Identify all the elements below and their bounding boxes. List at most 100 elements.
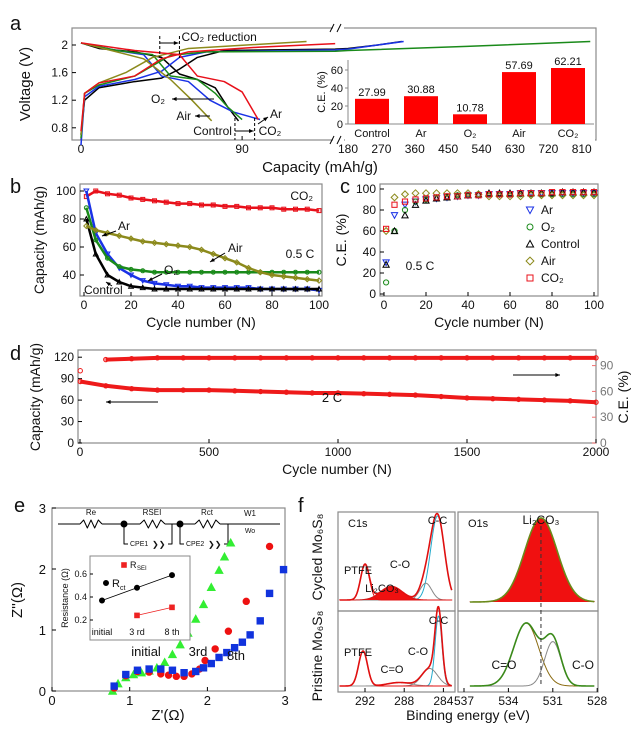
capacity-point-control <box>198 285 205 292</box>
ce-point <box>128 356 135 362</box>
panel-d-plot-frame <box>77 349 597 444</box>
x-axis-label: Z'(Ω) <box>151 707 184 724</box>
capacity-point-air <box>256 268 264 276</box>
bar-o2 <box>453 114 487 124</box>
capacity-point-co2 <box>257 205 263 211</box>
nyquist-point-initial <box>226 537 236 547</box>
ce-point <box>77 368 83 374</box>
axis-break-mark <box>329 135 335 145</box>
capacity-point-control <box>151 285 158 292</box>
x-tick-label: 531 <box>543 694 563 708</box>
capacity-point-air <box>115 232 123 240</box>
capacity-point <box>154 387 161 393</box>
ce-point-co2 <box>391 201 398 208</box>
ce-point <box>103 356 109 363</box>
discharge-curve-air <box>80 42 213 122</box>
nyquist-point-8th <box>230 643 239 652</box>
ce-point-ar <box>390 212 399 220</box>
capacity-point-air <box>268 271 276 279</box>
arrow-to-left-axis-head <box>106 400 111 404</box>
cpe1-bg <box>128 538 168 549</box>
capacity-point-o2 <box>105 255 110 261</box>
legend-label-control: Control <box>541 237 580 251</box>
annotation-arrow-ar-head <box>263 117 268 122</box>
inset-y-tick-label: 20 <box>331 101 343 113</box>
capacity-point-control <box>304 285 311 292</box>
y-axis-label: C.E. (%) <box>333 214 349 267</box>
x-tick-label: 20 <box>124 298 138 312</box>
nyquist-point-8th <box>192 667 200 676</box>
y-tick-label: 60 <box>63 240 77 254</box>
inset-x-tick-label: initial <box>92 627 113 637</box>
x-tick-label: 60 <box>503 298 517 312</box>
capacity-point-o2 <box>175 269 181 275</box>
capacity-point-control <box>83 215 90 222</box>
y-tick-label-left: 60 <box>61 393 75 407</box>
ce-point-co2 <box>475 192 482 199</box>
capacity-point-co2 <box>152 198 157 204</box>
panel-label-a: a <box>10 13 22 35</box>
inset-y-axis-label: Resistance (Ω) <box>60 568 70 628</box>
nyquist-point-8th <box>110 682 118 690</box>
y-tick-label-left: 120 <box>54 350 74 364</box>
inset-frame <box>89 555 191 641</box>
capacity-point <box>77 378 83 385</box>
capacity-point-co2 <box>140 196 146 202</box>
x-tick-label: 720 <box>538 142 558 156</box>
capacity-point-air <box>303 275 311 283</box>
annotation-arrow-o2-head <box>172 97 177 101</box>
capacity-point-co2 <box>222 203 228 209</box>
annotation-ar: Ar <box>118 219 130 233</box>
annotation-arrow-control-head <box>106 282 111 287</box>
capacity-point-control <box>186 285 193 292</box>
inset-y-tick-label: 60 <box>331 65 343 77</box>
ce-point-co2 <box>590 189 598 196</box>
resistor-re <box>79 519 103 529</box>
nyquist-point-8th <box>180 669 188 677</box>
arrow-to-right-axis-head <box>555 373 560 377</box>
ce-point-co2 <box>517 190 524 197</box>
capacity-point <box>103 383 109 389</box>
capacity-point-air <box>139 238 147 245</box>
nyquist-point-8th <box>238 638 247 646</box>
circuit-label-rsei: RSEI <box>143 508 162 517</box>
x-tick-label: 80 <box>265 298 279 312</box>
peak-label-c=o: C=O <box>491 658 516 672</box>
nyquist-point-initial <box>159 657 170 667</box>
bar-control <box>355 98 389 124</box>
c1s-label: C1s <box>348 518 368 530</box>
capacity-point-co2 <box>105 191 110 197</box>
axis-break-mark <box>336 23 342 33</box>
legend-marker-rsei <box>121 562 127 568</box>
x-tick-label: 284 <box>433 694 453 708</box>
ce-point <box>335 355 341 361</box>
y-axis-label-right: C.E. (%) <box>615 371 631 424</box>
o1s-pristine-envelope <box>469 622 595 687</box>
y-tick-label: 80 <box>363 203 377 217</box>
charge-curve-o2 <box>80 40 591 139</box>
peak-label-c-c: C-C <box>429 615 449 627</box>
capacity-point-co2 <box>316 208 322 214</box>
x-tick-label: 0 <box>77 445 84 459</box>
o1s-pristine-component-c=o <box>469 622 595 687</box>
x-axis-label: Cycle number (N) <box>434 314 544 330</box>
inset-point-rct <box>134 584 140 591</box>
x-tick-label: 100 <box>309 298 329 312</box>
ce-point-ar <box>382 259 391 267</box>
capacity-point-co2 <box>128 195 134 201</box>
y-tick-label-right: 60 <box>600 384 614 398</box>
ce-point-co2 <box>464 192 472 199</box>
circuit-label-re: Re <box>86 508 97 517</box>
ce-point <box>232 355 238 361</box>
capacity-point-co2 <box>175 201 181 207</box>
peak-label-c-c: C-C <box>428 515 448 527</box>
y-tick-label: 60 <box>363 224 377 238</box>
inset-point-rsei <box>134 612 140 619</box>
annotation-rate: 0.5 C <box>406 259 435 273</box>
y-tick-label: 100 <box>356 182 376 196</box>
capacity-point-co2 <box>187 201 193 207</box>
capacity-series <box>79 379 597 405</box>
capacity-point <box>128 385 135 392</box>
capacity-point-co2 <box>269 205 275 211</box>
nyquist-point-8th <box>133 666 142 674</box>
